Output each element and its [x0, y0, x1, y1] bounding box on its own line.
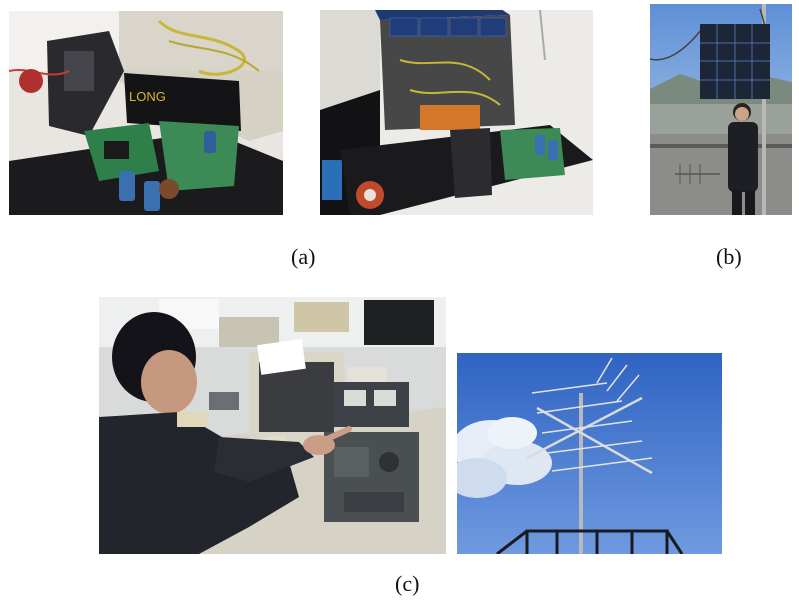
battery-label: LONG	[129, 89, 166, 104]
caption-a: (a)	[291, 244, 316, 269]
photo-a-right	[320, 10, 593, 215]
caption-b: (b)	[716, 244, 742, 269]
caption-c: (c)	[395, 571, 420, 596]
photo-c-left	[99, 297, 446, 554]
photo-a-left: LONG	[9, 11, 283, 215]
photo-c-right	[457, 353, 722, 554]
photo-b	[650, 4, 792, 215]
